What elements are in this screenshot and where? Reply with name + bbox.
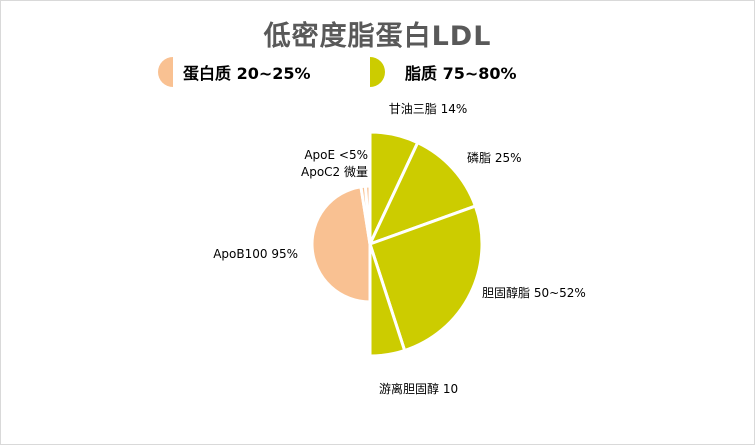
legend-swatch-lipid <box>370 57 385 87</box>
label-lipid-2: 胆固醇脂 50~52% <box>482 285 586 300</box>
label-lipid-1: 磷脂 25% <box>467 150 522 165</box>
legend-label-lipid: 脂质 75~80% <box>405 64 517 83</box>
legend-item-protein: 蛋白质 20~25% <box>158 57 311 87</box>
label-protein-2: ApoC2 微量 <box>301 165 368 179</box>
legend-swatch-protein <box>158 57 173 87</box>
label-protein-1: ApoE <5% <box>304 148 368 162</box>
lipid-slice-2 <box>368 204 484 353</box>
chart-title: 低密度脂蛋白LDL <box>263 21 492 52</box>
lipid-slice-1 <box>368 141 477 246</box>
label-lipid-0: 甘油三脂 14% <box>389 101 468 116</box>
protein-slice-2 <box>363 184 372 246</box>
legend-item-lipid: 脂质 75~80% <box>370 57 517 87</box>
legend-label-protein: 蛋白质 20~25% <box>183 64 311 83</box>
label-lipid-3: 游离胆固醇 10 <box>379 381 458 396</box>
protein-slice-0 <box>310 185 372 304</box>
label-protein-0: ApoB100 95% <box>213 247 298 261</box>
lipid-slice-3 <box>368 242 407 358</box>
